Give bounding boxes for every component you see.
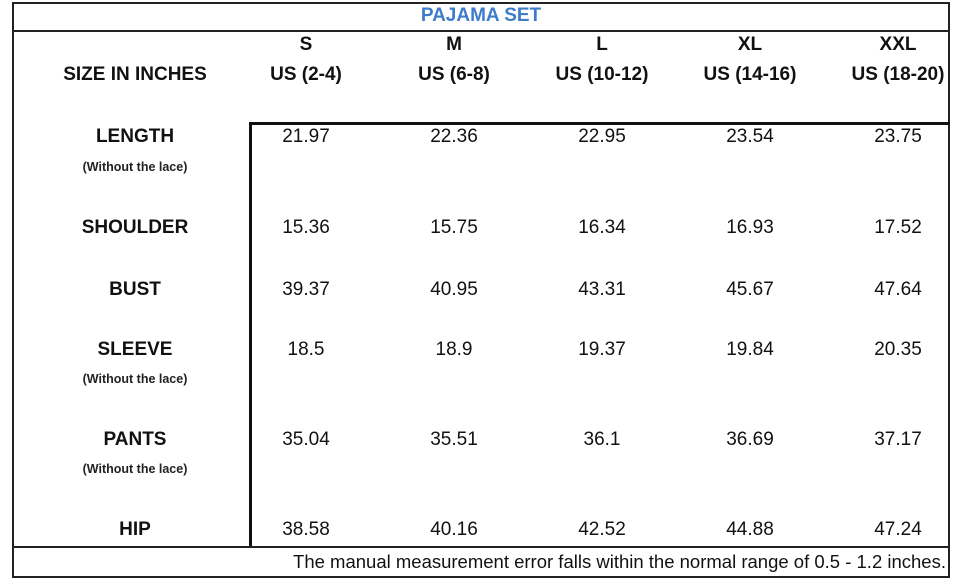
cell-length-l: 22.95 xyxy=(578,126,626,147)
cell-bust-xl: 45.67 xyxy=(726,279,774,300)
cell-bust-l: 43.31 xyxy=(578,279,626,300)
size-in-inches-label: SIZE IN INCHES xyxy=(63,64,207,85)
size-us-range: US (18-20) xyxy=(851,64,945,85)
row-label-hip: HIP xyxy=(119,519,151,540)
cell-pants-m: 35.51 xyxy=(430,429,478,450)
cell-shoulder-m: 15.75 xyxy=(430,217,478,238)
cell-hip-xl: 44.88 xyxy=(726,519,774,540)
row-label-bust: BUST xyxy=(109,279,161,300)
cell-pants-l: 36.1 xyxy=(583,429,621,450)
cell-length-xxl: 23.75 xyxy=(874,126,922,147)
cell-sleeve-xl: 19.84 xyxy=(726,339,774,360)
cell-bust-xxl: 47.64 xyxy=(874,279,922,300)
size-us-range: US (2-4) xyxy=(270,64,342,85)
cell-length-s: 21.97 xyxy=(282,126,330,147)
size-code: S xyxy=(299,34,313,55)
size-chart-frame xyxy=(12,2,950,578)
row-label-sleeve: SLEEVE xyxy=(97,339,173,360)
cell-bust-s: 39.37 xyxy=(282,279,330,300)
cell-pants-s: 35.04 xyxy=(282,429,330,450)
size-code: M xyxy=(446,34,462,55)
row-label-shoulder: SHOULDER xyxy=(81,217,189,238)
size-code: L xyxy=(596,34,608,55)
cell-hip-l: 42.52 xyxy=(578,519,626,540)
size-us-range: US (6-8) xyxy=(418,64,490,85)
cell-sleeve-xxl: 20.35 xyxy=(874,339,922,360)
cell-shoulder-l: 16.34 xyxy=(578,217,626,238)
cell-pants-xl: 36.69 xyxy=(726,429,774,450)
row-note-length: (Without the lace) xyxy=(82,160,188,174)
cell-bust-m: 40.95 xyxy=(430,279,478,300)
row-note-sleeve: (Without the lace) xyxy=(82,372,188,386)
measurements-table-border xyxy=(249,122,950,548)
cell-shoulder-xl: 16.93 xyxy=(726,217,774,238)
cell-sleeve-l: 19.37 xyxy=(578,339,626,360)
cell-shoulder-s: 15.36 xyxy=(282,217,330,238)
size-us-range: US (14-16) xyxy=(703,64,797,85)
cell-length-m: 22.36 xyxy=(430,126,478,147)
chart-title: PAJAMA SET xyxy=(12,2,950,32)
cell-hip-m: 40.16 xyxy=(430,519,478,540)
measurement-error-note: The manual measurement error falls withi… xyxy=(293,551,946,572)
cell-hip-s: 38.58 xyxy=(282,519,330,540)
cell-shoulder-xxl: 17.52 xyxy=(874,217,922,238)
row-label-length: LENGTH xyxy=(95,126,175,147)
size-us-range: US (10-12) xyxy=(555,64,649,85)
cell-sleeve-s: 18.5 xyxy=(287,339,325,360)
cell-length-xl: 23.54 xyxy=(726,126,774,147)
row-label-pants: PANTS xyxy=(103,429,167,450)
row-note-pants: (Without the lace) xyxy=(82,462,188,476)
cell-sleeve-m: 18.9 xyxy=(435,339,473,360)
size-code: XL xyxy=(737,34,763,55)
cell-pants-xxl: 37.17 xyxy=(874,429,922,450)
cell-hip-xxl: 47.24 xyxy=(874,519,922,540)
footer-divider xyxy=(12,546,950,548)
size-code: XXL xyxy=(879,34,917,55)
